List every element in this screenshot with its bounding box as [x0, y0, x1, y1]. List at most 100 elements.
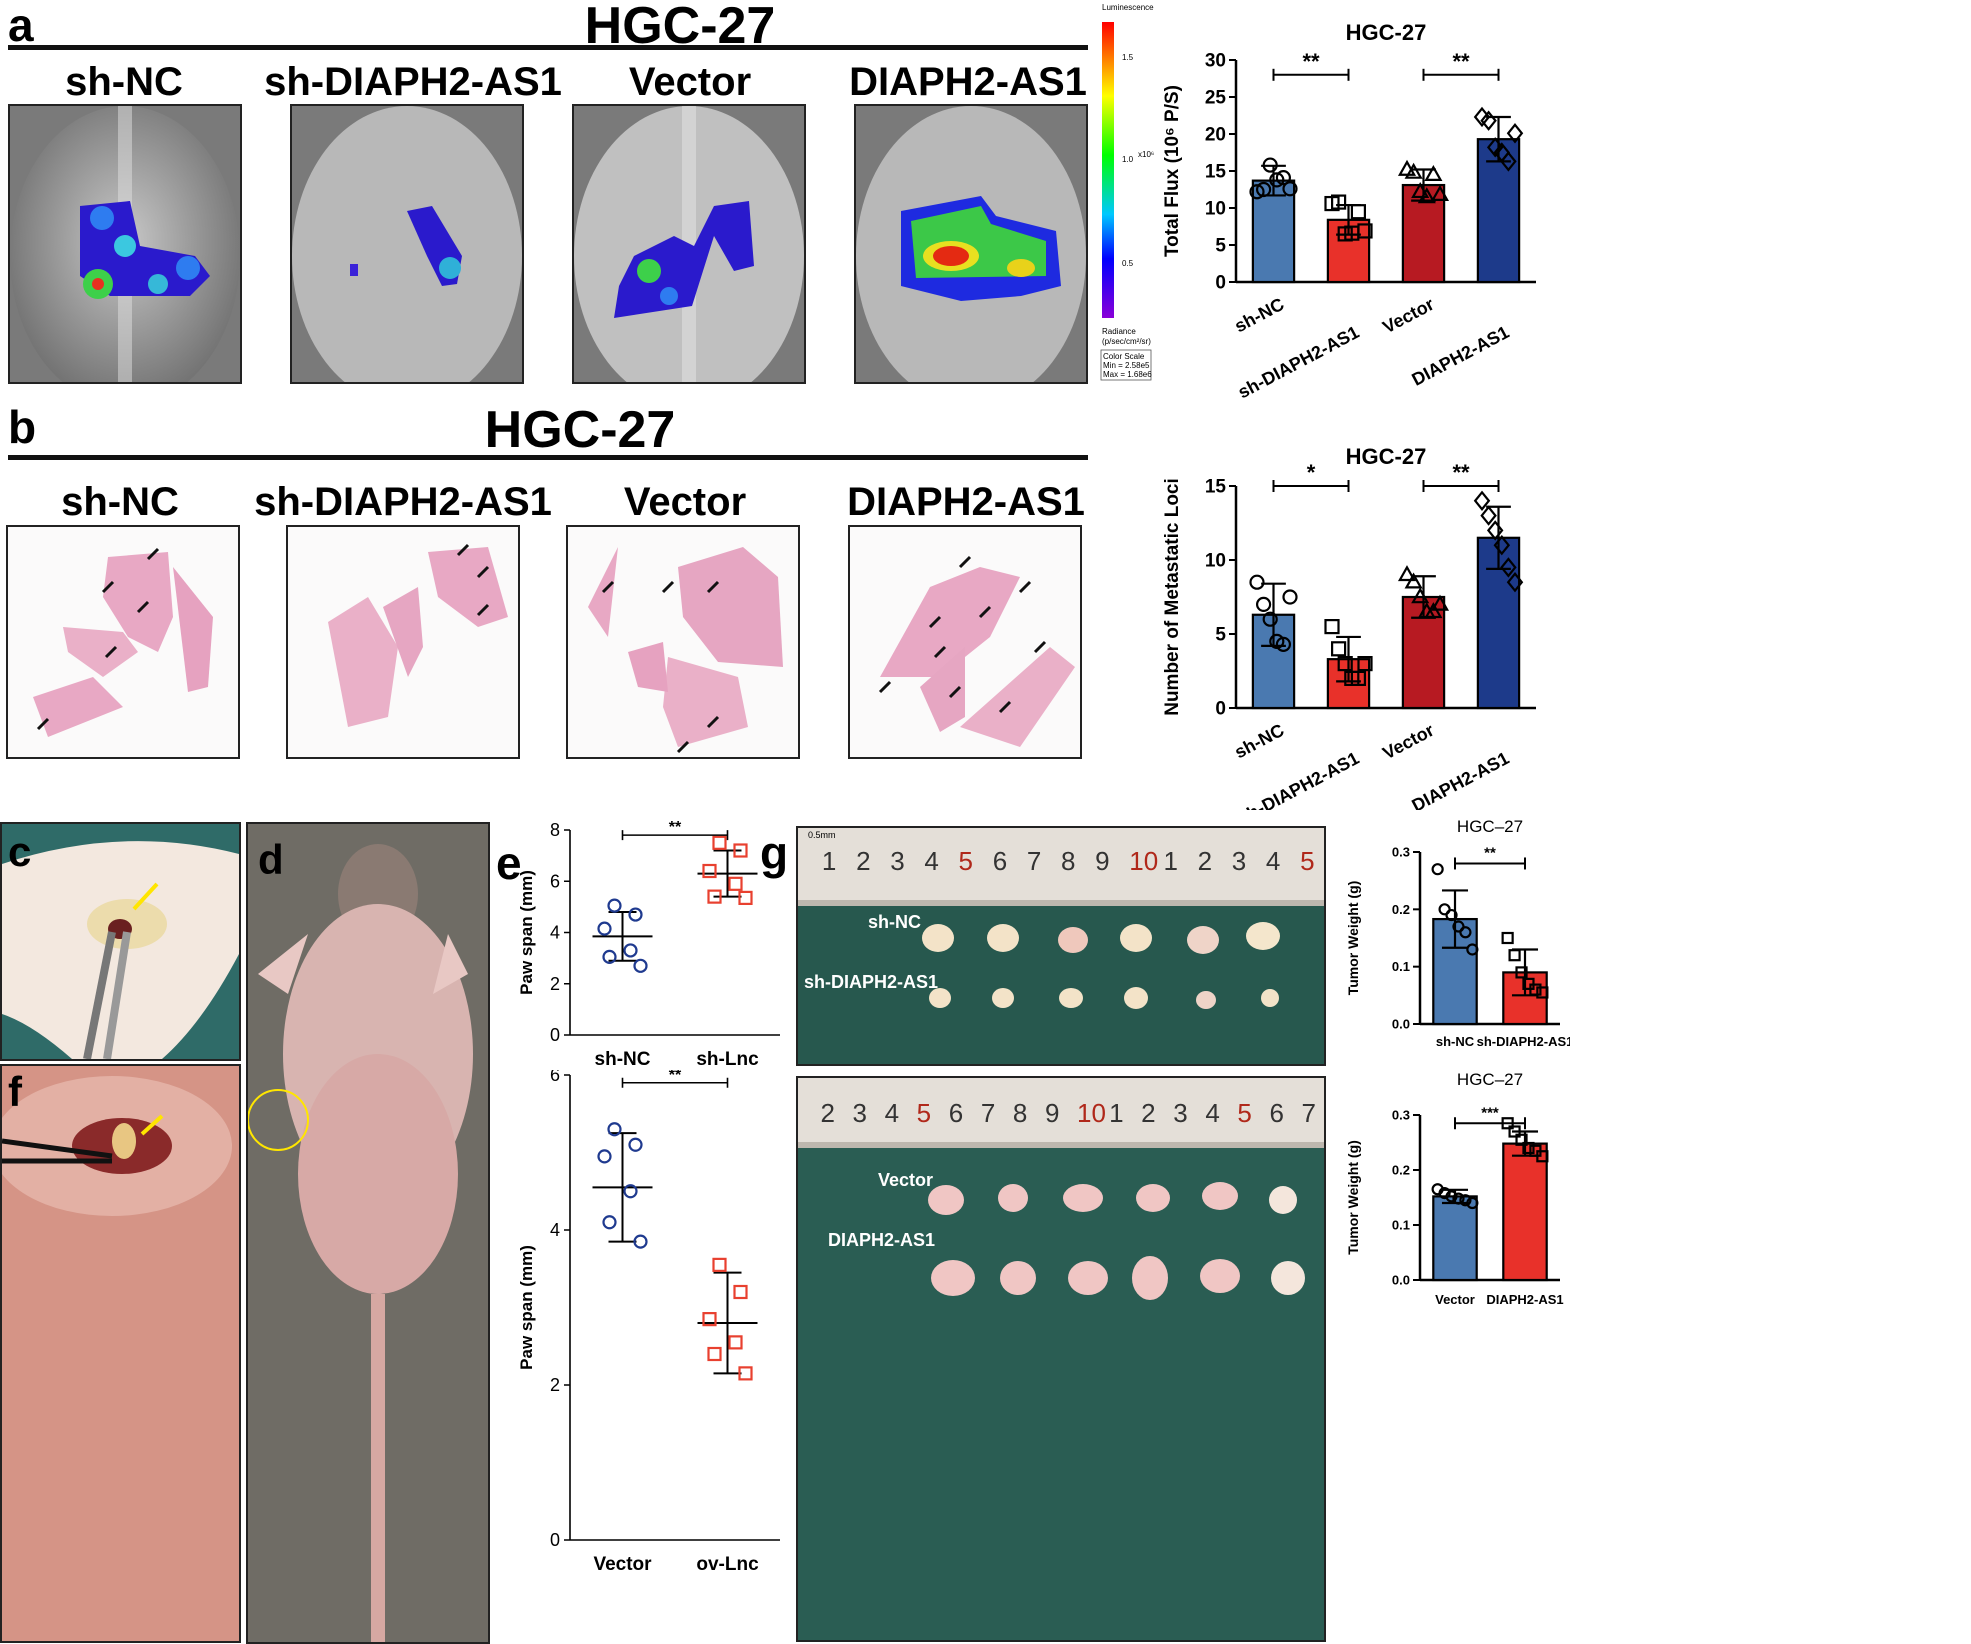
data-point — [597, 921, 612, 936]
data-point — [707, 889, 722, 904]
data-point — [728, 1335, 743, 1350]
ruler-number: 1 — [1109, 1098, 1124, 1128]
ruler-number: 7 — [1026, 846, 1042, 876]
data-point — [1282, 589, 1298, 605]
ruler-number: 8 — [1012, 1098, 1028, 1128]
data-point — [1431, 863, 1444, 876]
ruler-bottom: 2 3 4 5 6 7 8 9 10 1 2 3 4 5 6 7 — [798, 1084, 1324, 1134]
ruler-number: 5 — [1300, 846, 1315, 876]
x-tick-label-2: sh-DIAPH2-AS1 — [1235, 322, 1363, 403]
x-tick-label-2: sh-Lnc — [696, 1049, 759, 1070]
colorbar-scale-max: Max = 1.68e6 — [1103, 370, 1152, 379]
panel-b-col-label-1: sh-NC — [61, 480, 179, 524]
tumor-label-diaph2-as1: DIAPH2-AS1 — [828, 1230, 936, 1250]
data-point — [1486, 137, 1504, 158]
data-point — [1404, 572, 1423, 589]
data-point — [733, 843, 748, 858]
data-point — [1501, 931, 1514, 945]
y-axis-label: Total Flux (10⁶ P/S) — [1162, 85, 1183, 257]
y-tick-label: 6 — [550, 871, 560, 891]
data-point — [602, 949, 617, 964]
data-point — [1262, 611, 1278, 627]
y-tick-label: 2 — [550, 974, 560, 994]
histology-image-diaph2-as1 — [848, 525, 1082, 759]
y-tick-label: 0.2 — [1392, 902, 1410, 917]
data-point — [1430, 184, 1450, 201]
photo-tumors-bottom: 2 3 4 5 6 7 8 9 10 1 2 3 4 5 6 7 Vector DIAPH2-AS1 — [796, 1076, 1326, 1642]
ruler-number: 3 — [1231, 846, 1247, 876]
ruler-number: 7 — [1301, 1098, 1317, 1128]
y-tick-label: 0 — [1215, 273, 1226, 294]
chart-e-bottom-paw-span: 0 2 4 6 Paw span (mm) Vector ov-Lnc ** — [517, 1070, 780, 1575]
y-tick-label: 0 — [550, 1025, 560, 1045]
colorbar-unit-2: (p/sec/cm²/sr) — [1102, 337, 1151, 346]
panel-a-col-label-3: Vector — [628, 60, 752, 104]
data-point — [633, 958, 648, 973]
ruler-number: 4 — [884, 1098, 900, 1128]
panel-b-title: HGC-27 — [484, 401, 676, 459]
data-point — [1459, 926, 1472, 939]
x-tick-label-1: Vector — [593, 1554, 652, 1575]
chart-g-bottom-tumor-weight: HGC–27 0.0 0.1 0.2 0.3 Tumor Weight (g) Vector… — [1345, 1070, 1564, 1307]
data-point — [1275, 170, 1291, 186]
data-point — [707, 1346, 722, 1362]
ruler-number: 3 — [1173, 1098, 1188, 1128]
ruler-number: 2 — [856, 846, 871, 876]
data-point — [628, 1137, 643, 1152]
significance-label-1: ** — [669, 820, 682, 836]
significance-label-1: ** — [1484, 844, 1496, 861]
data-point — [1424, 164, 1443, 181]
data-point — [1255, 181, 1272, 198]
data-point — [1404, 162, 1423, 179]
x-tick-label-1: sh-NC — [1231, 720, 1287, 763]
data-point — [633, 1234, 648, 1249]
tumor-label-sh-diaph2-as1: sh-DIAPH2-AS1 — [804, 972, 939, 992]
bar-4 — [1476, 138, 1521, 284]
y-tick-label: 0.2 — [1392, 1163, 1410, 1178]
ruler-number: 6 — [1269, 1098, 1284, 1128]
data-point — [1473, 490, 1491, 512]
panel-a-col-label-2: sh-DIAPH2-AS1 — [264, 60, 562, 104]
data-point — [1508, 949, 1521, 962]
data-point — [1466, 943, 1479, 956]
colorbar-exponent: x10⁶ — [1138, 150, 1154, 159]
data-point — [623, 1184, 638, 1199]
y-tick-label: 30 — [1205, 51, 1226, 72]
y-tick-label: 0.3 — [1392, 1108, 1410, 1123]
ruler-number: 5 — [958, 846, 973, 876]
data-point — [712, 835, 727, 850]
photo-panel-f: f — [0, 1064, 241, 1643]
ruler-number: 9 — [1095, 846, 1110, 876]
ruler-number: 1 — [821, 846, 837, 876]
ruler-number: 4 — [1265, 846, 1281, 876]
data-point — [1500, 557, 1517, 578]
data-point — [1506, 123, 1524, 144]
photo-panel-c: c — [0, 822, 241, 1061]
data-point — [1480, 110, 1497, 131]
data-point — [1500, 151, 1517, 172]
data-point — [597, 1149, 612, 1164]
colorbar-tick-1: 1.5 — [1122, 53, 1134, 62]
data-point — [1480, 505, 1497, 526]
data-point — [1255, 596, 1272, 612]
y-tick-label: 8 — [550, 820, 560, 840]
significance-label-1: *** — [1481, 1104, 1499, 1121]
data-point — [702, 863, 717, 879]
data-point — [738, 1366, 753, 1381]
y-tick-label: 20 — [1205, 125, 1226, 146]
luminescence-colorbar: Luminescence 1.5 1.0 x10⁶ 0.5 Radiance (… — [1100, 2, 1170, 402]
tumor-label-vector: Vector — [878, 1170, 934, 1190]
ruler-number: 2 — [1141, 1098, 1156, 1128]
data-point — [1331, 194, 1347, 210]
data-point — [1486, 520, 1504, 541]
y-tick-label: 2 — [550, 1375, 560, 1395]
x-tick-label-1: Vector — [1435, 1292, 1475, 1307]
histology-image-sh-nc — [6, 525, 240, 759]
data-point — [1445, 1190, 1458, 1203]
data-point — [1417, 187, 1436, 204]
panel-a-letter: a — [8, 0, 34, 51]
colorbar-title: Luminescence — [1102, 3, 1154, 12]
x-tick-label-3: Vector — [1379, 294, 1437, 337]
data-point — [607, 898, 622, 913]
panel-b-col-label-3: Vector — [623, 480, 747, 524]
